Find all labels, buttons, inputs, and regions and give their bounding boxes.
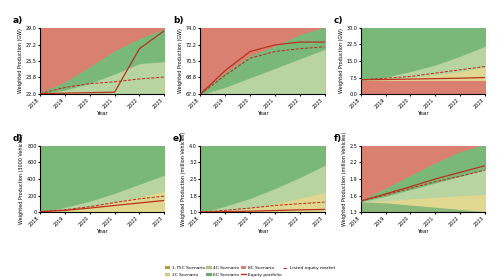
Text: a): a) <box>13 16 23 25</box>
X-axis label: Year: Year <box>96 111 108 116</box>
Legend: 1.75C Scenario, 2C Scenario, 4C Scenario, 6C Scenario, 8C Scenario, Equity portf: 1.75C Scenario, 2C Scenario, 4C Scenario… <box>164 265 336 277</box>
Text: d): d) <box>13 134 24 143</box>
X-axis label: Year: Year <box>96 229 108 234</box>
Y-axis label: Weighted Production (million Vehicles): Weighted Production (million Vehicles) <box>342 132 347 226</box>
Text: e): e) <box>173 134 184 143</box>
Y-axis label: Weighted Production (GW): Weighted Production (GW) <box>338 29 344 93</box>
Y-axis label: Weighted Production (GW): Weighted Production (GW) <box>178 29 184 93</box>
Y-axis label: Weighted Production (GW): Weighted Production (GW) <box>18 29 23 93</box>
X-axis label: Year: Year <box>256 229 268 234</box>
Text: c): c) <box>334 16 343 25</box>
Y-axis label: Weighted Production (million Vehicles): Weighted Production (million Vehicles) <box>182 132 186 226</box>
Text: b): b) <box>173 16 184 25</box>
X-axis label: Year: Year <box>256 111 268 116</box>
X-axis label: Year: Year <box>417 229 428 234</box>
X-axis label: Year: Year <box>417 111 428 116</box>
Text: f): f) <box>334 134 342 143</box>
Y-axis label: Weighted Production (3000 Vehicles): Weighted Production (3000 Vehicles) <box>20 134 24 224</box>
